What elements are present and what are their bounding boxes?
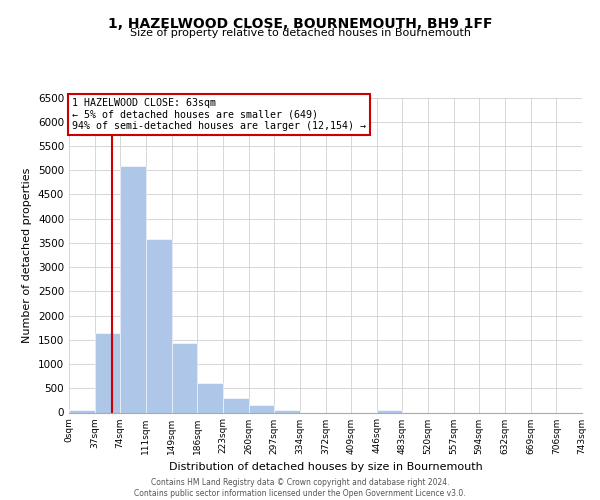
Bar — [274, 410, 299, 412]
Y-axis label: Number of detached properties: Number of detached properties — [22, 168, 32, 342]
Text: Size of property relative to detached houses in Bournemouth: Size of property relative to detached ho… — [130, 28, 470, 38]
Bar — [95, 332, 120, 412]
Bar — [146, 239, 172, 412]
Bar — [197, 382, 223, 412]
Text: 1 HAZELWOOD CLOSE: 63sqm
← 5% of detached houses are smaller (649)
94% of semi-d: 1 HAZELWOOD CLOSE: 63sqm ← 5% of detache… — [73, 98, 367, 130]
Bar — [120, 166, 146, 412]
Text: 1, HAZELWOOD CLOSE, BOURNEMOUTH, BH9 1FF: 1, HAZELWOOD CLOSE, BOURNEMOUTH, BH9 1FF — [108, 18, 492, 32]
Bar — [172, 343, 197, 412]
Text: Contains HM Land Registry data © Crown copyright and database right 2024.
Contai: Contains HM Land Registry data © Crown c… — [134, 478, 466, 498]
Bar — [377, 410, 403, 412]
Bar — [223, 398, 248, 412]
X-axis label: Distribution of detached houses by size in Bournemouth: Distribution of detached houses by size … — [169, 462, 482, 472]
Bar — [248, 405, 274, 412]
Bar — [69, 410, 95, 412]
